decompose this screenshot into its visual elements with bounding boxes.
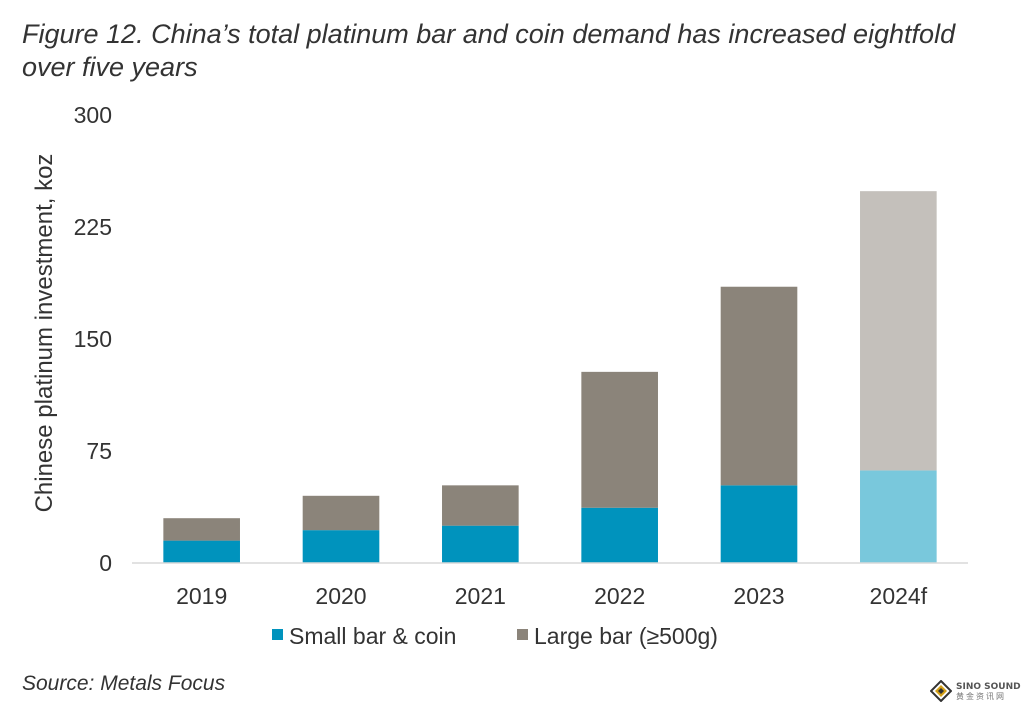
bar-small-bar-coin-2024f <box>860 470 937 563</box>
legend-swatch <box>272 629 283 640</box>
x-tick-label: 2019 <box>176 583 227 609</box>
bar-large-bar-2024f <box>860 191 937 471</box>
bar-large-bar-2023 <box>720 286 798 486</box>
bar-large-bar-2021 <box>442 485 519 526</box>
y-tick-label: 150 <box>74 326 112 352</box>
y-tick-label: 225 <box>74 214 112 240</box>
bar-large-bar-2019 <box>163 518 240 541</box>
legend: Small bar & coin Large bar (≥500g) <box>272 623 718 649</box>
x-tick-label: 2023 <box>733 583 784 609</box>
bar-large-bar-2022 <box>581 371 658 508</box>
y-tick-label: 300 <box>74 102 112 128</box>
legend-swatch <box>517 629 528 640</box>
bar-small-bar-coin-2021 <box>442 525 519 563</box>
bar-small-bar-coin-2020 <box>302 530 380 563</box>
x-tick-label: 2024f <box>870 583 928 609</box>
watermark-name: SINO SOUND <box>956 681 1021 692</box>
y-tick-label: 75 <box>86 438 112 464</box>
diamond-logo-icon <box>930 680 952 702</box>
x-tick-label: 2020 <box>315 583 366 609</box>
bar-small-bar-coin-2023 <box>720 485 798 563</box>
y-axis-ticks: 0 75 150 225 300 <box>74 102 112 576</box>
y-tick-label: 0 <box>99 550 112 576</box>
x-axis-ticks: 2019 2020 2021 2022 2023 2024f <box>176 583 928 609</box>
x-tick-label: 2021 <box>455 583 506 609</box>
x-tick-label: 2022 <box>594 583 645 609</box>
y-axis-label: Chinese platinum investment, koz <box>31 154 58 513</box>
bars-group <box>163 191 937 563</box>
bar-small-bar-coin-2022 <box>581 507 658 563</box>
watermark-logo: SINO SOUND 黄金资讯网 <box>930 680 1021 702</box>
bar-small-bar-coin-2019 <box>163 540 240 563</box>
bar-large-bar-2020 <box>302 495 380 531</box>
legend-label: Large bar (≥500g) <box>534 623 718 649</box>
figure-title: Figure 12. China’s total platinum bar an… <box>22 19 956 82</box>
legend-label: Small bar & coin <box>289 623 456 649</box>
watermark-sub: 黄金资讯网 <box>956 691 1006 701</box>
source-note: Source: Metals Focus <box>22 672 226 695</box>
